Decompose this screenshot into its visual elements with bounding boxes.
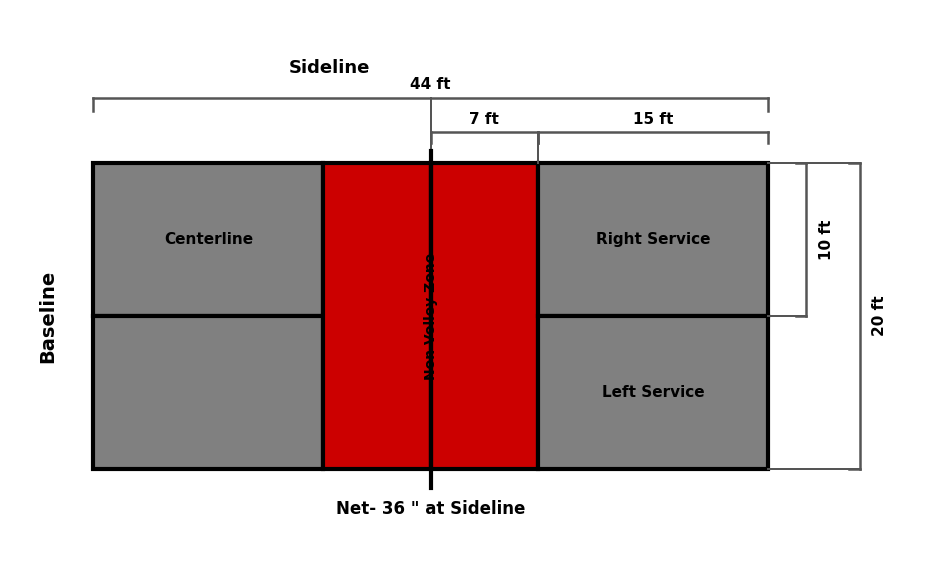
Text: 10 ft: 10 ft (819, 219, 834, 260)
Bar (538, 316, 768, 469)
Text: 15 ft: 15 ft (633, 112, 673, 127)
Text: Centerline: Centerline (164, 232, 253, 247)
Text: 20 ft: 20 ft (872, 296, 887, 336)
Bar (94, 163, 324, 316)
Bar (324, 163, 431, 469)
Text: Non-Volley Zone: Non-Volley Zone (424, 252, 438, 380)
Text: Net- 36 " at Sideline: Net- 36 " at Sideline (336, 500, 525, 518)
Text: 7 ft: 7 ft (469, 112, 499, 127)
Text: Sideline: Sideline (289, 59, 371, 77)
Text: 44 ft: 44 ft (411, 77, 451, 92)
Bar (94, 316, 324, 469)
Text: Baseline: Baseline (38, 270, 57, 363)
Bar (538, 163, 768, 316)
Text: Right Service: Right Service (596, 232, 710, 247)
Text: Left Service: Left Service (601, 385, 704, 400)
Bar (431, 163, 538, 469)
